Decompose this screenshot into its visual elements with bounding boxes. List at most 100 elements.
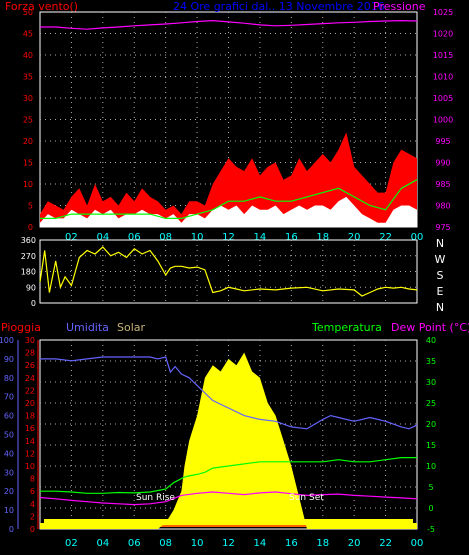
chart2-compass-label: S xyxy=(437,269,444,282)
chart3-x-tick: 10 xyxy=(191,538,204,549)
chart1-series-white xyxy=(40,196,417,227)
chart1-right-tick: 985 xyxy=(435,180,450,189)
chart2-left-tick: 360 xyxy=(21,236,36,245)
chart1-x-tick: 04 xyxy=(96,232,109,243)
chart3-inner-left-tick: 10 xyxy=(25,462,35,471)
chart2-series-direction xyxy=(39,246,418,297)
chart3-inner-left-tick: 24 xyxy=(25,374,35,383)
chart3-x-tick: 02 xyxy=(65,538,78,549)
chart3-right-tick: 30 xyxy=(426,378,436,387)
chart3-x-tick: 06 xyxy=(128,538,141,549)
chart1-left-tick: 0 xyxy=(28,223,33,232)
chart3-inner-left-tick: 16 xyxy=(25,424,35,433)
chart2-left-tick: 0 xyxy=(31,299,36,308)
chart3-outer-left-tick: 30 xyxy=(4,468,14,477)
chart1-x-ticks: 02 04 06 08 10 12 14 16 18 20 22 00 xyxy=(65,232,423,243)
chart3-series-dewpoint xyxy=(39,491,418,506)
chart3-inner-left-tick: 12 xyxy=(25,449,35,458)
chart3-label-temperatura: Temperatura xyxy=(311,321,382,334)
chart3-x-tick: 00 xyxy=(411,538,424,549)
chart1-x-tick: 22 xyxy=(379,232,392,243)
chart1-right-label: Pressione xyxy=(373,0,426,13)
chart3-outer-left-tick: 40 xyxy=(4,449,14,458)
chart3-inner-left-tick: 28 xyxy=(25,349,35,358)
chart3-outer-left-tick: 100 xyxy=(0,336,14,345)
chart3-series-humidity xyxy=(40,356,418,430)
chart3-inner-left-tick: 20 xyxy=(25,399,35,408)
chart1-right-tick: 1010 xyxy=(433,73,453,82)
chart1-x-tick: 08 xyxy=(159,232,172,243)
chart1-left-tick: 20 xyxy=(23,137,33,146)
chart1-right-tick: 995 xyxy=(435,137,450,146)
chart3-right-tick: 40 xyxy=(426,336,436,345)
chart3-inner-left-tick: 26 xyxy=(25,361,35,370)
chart3-outer-left-tick: 0 xyxy=(9,525,14,534)
chart3-outer-left-tick: 20 xyxy=(4,487,14,496)
chart3-right-tick: 5 xyxy=(428,483,433,492)
chart1-x-tick: 18 xyxy=(316,232,329,243)
chart1-left-tick: 10 xyxy=(23,180,33,189)
chart1-x-tick: 06 xyxy=(128,232,141,243)
chart3-annotation-sunset: Sun Set xyxy=(289,493,324,503)
chart1-x-tick: 00 xyxy=(411,232,424,243)
chart2-left-ticks: 0 90 180 270 360 xyxy=(21,236,36,308)
chart1-left-tick: 25 xyxy=(23,116,33,125)
chart1-left-tick: 35 xyxy=(23,73,33,82)
chart3-right-tick: 0 xyxy=(428,504,433,513)
chart-wind-pressure: Forza vento() 24 Ore grafici dal.. 13 No… xyxy=(5,0,453,243)
chart3-x-tick: 16 xyxy=(285,538,298,549)
chart1-left-tick: 15 xyxy=(23,159,33,168)
chart3-inner-left-tick: 2 xyxy=(30,512,35,521)
chart1-x-tick: 20 xyxy=(348,232,361,243)
chart1-left-tick: 40 xyxy=(23,51,33,60)
chart1-right-tick: 975 xyxy=(435,223,450,232)
chart3-inner-left-tick: 4 xyxy=(30,500,35,509)
chart1-x-tick: 10 xyxy=(191,232,204,243)
chart3-inner-left-tick: 14 xyxy=(25,437,35,446)
chart3-inner-left-tick: 18 xyxy=(25,412,35,421)
chart3-x-tick: 04 xyxy=(96,538,109,549)
chart2-left-tick: 270 xyxy=(21,252,36,261)
chart3-outer-left-tick: 80 xyxy=(4,374,14,383)
chart1-right-tick: 1000 xyxy=(433,116,453,125)
chart3-series-solar xyxy=(40,352,417,529)
chart3-x-tick: 12 xyxy=(222,538,235,549)
chart3-series xyxy=(39,352,418,529)
chart1-left-tick: 50 xyxy=(23,8,33,17)
chart3-inner-left-tick: 6 xyxy=(30,487,35,496)
chart1-left-tick: 30 xyxy=(23,94,33,103)
chart1-right-tick: 990 xyxy=(435,159,450,168)
chart3-x-tick: 08 xyxy=(159,538,172,549)
chart3-x-ticks: 02 04 06 08 10 12 14 16 18 20 22 00 xyxy=(65,538,423,549)
chart1-left-tick: 45 xyxy=(23,30,33,39)
chart3-right-tick: 35 xyxy=(426,357,436,366)
chart1-left-label: Forza vento() xyxy=(5,0,78,13)
chart3-inner-left-tick: 30 xyxy=(25,336,35,345)
chart3-right-tick: 15 xyxy=(426,441,436,450)
chart2-left-tick: 90 xyxy=(26,283,36,292)
chart3-inner-left-tick: 8 xyxy=(30,475,35,484)
chart1-x-tick: 14 xyxy=(254,232,267,243)
chart3-series-temperature xyxy=(40,457,417,494)
chart1-left-ticks: 0 5 10 15 20 25 30 35 40 45 50 xyxy=(23,8,33,232)
chart3-annotation-sunrise: Sun Rise xyxy=(136,493,175,503)
chart1-right-tick: 1025 xyxy=(433,8,453,17)
chart3-outer-left-tick: 10 xyxy=(4,506,14,515)
chart3-label-umidita: Umidita xyxy=(66,321,109,334)
chart1-series xyxy=(40,19,418,227)
chart2-compass-label: N xyxy=(436,301,444,314)
chart3-outer-left-tick: 60 xyxy=(4,412,14,421)
chart1-series-green xyxy=(40,179,418,219)
chart1-x-tick: 02 xyxy=(65,232,78,243)
chart1-left-tick: 5 xyxy=(28,202,33,211)
chart3-label-dewpoint: Dew Point (°C) xyxy=(391,321,469,334)
chart3-right-tick: 25 xyxy=(426,399,436,408)
chart2-compass-label: W xyxy=(435,253,446,266)
chart3-outer-left-tick: 70 xyxy=(4,393,14,402)
chart1-title: 24 Ore grafici dal.. 13 Novembre 2016 xyxy=(173,0,385,13)
